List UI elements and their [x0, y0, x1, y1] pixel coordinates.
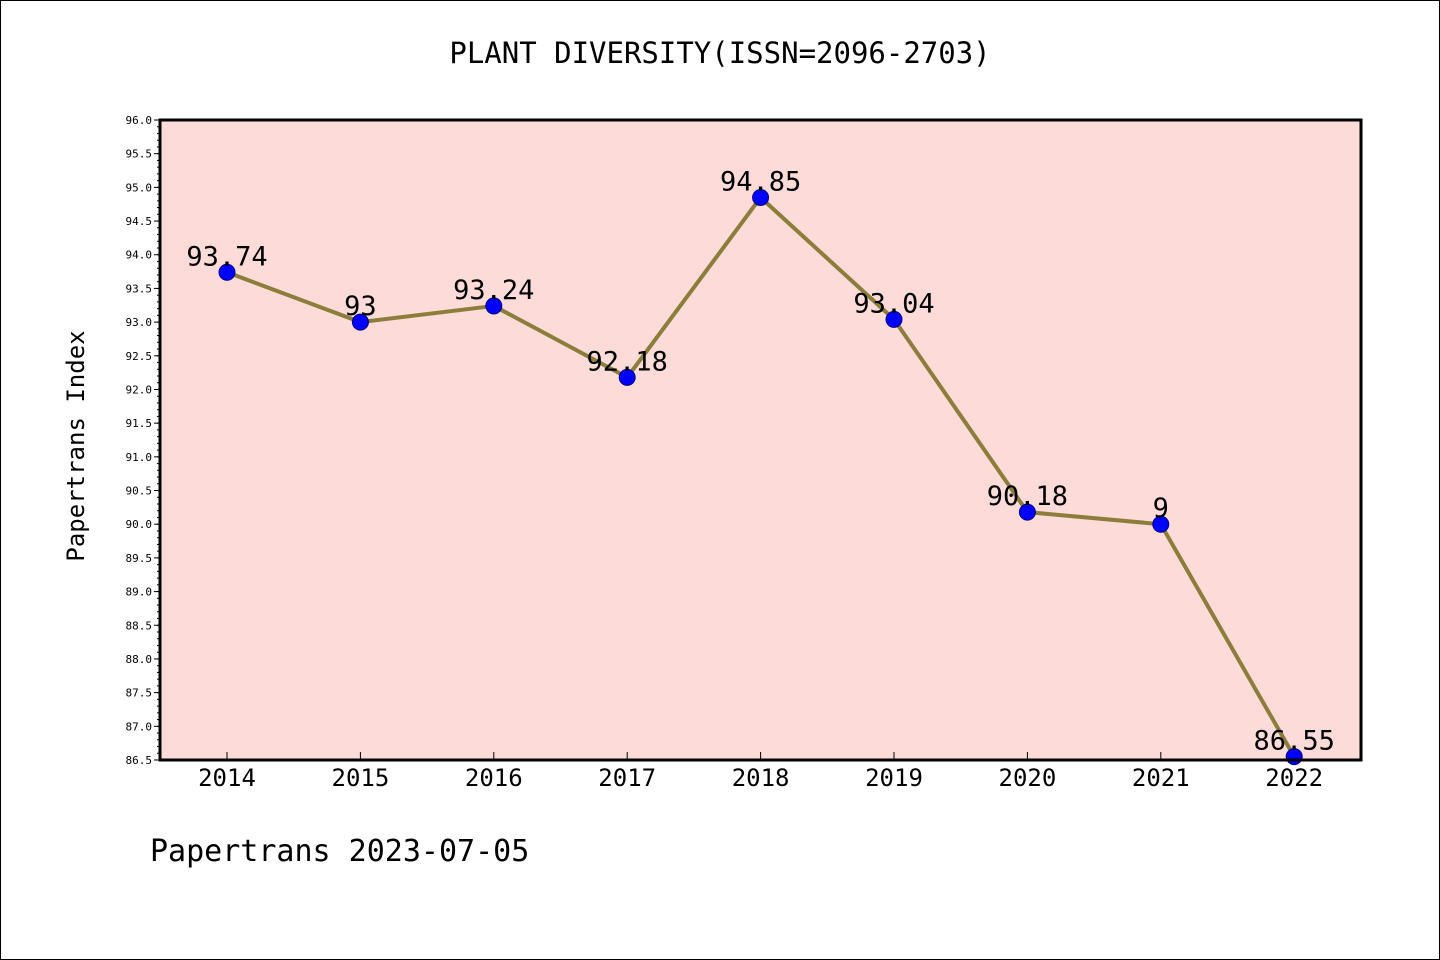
data-label: 93.24: [453, 275, 534, 306]
data-point: [1018, 503, 1036, 521]
data-point: [218, 263, 236, 281]
y-tick-label: 88.0: [126, 653, 153, 666]
data-labels: 93.74 93 93.24 92.18 94.85 93.04 90.18 9 86.55: [186, 166, 1334, 756]
y-tick-label: 90.5: [126, 485, 153, 498]
y-tick-label: 87.5: [126, 687, 153, 700]
data-point: [485, 297, 503, 315]
y-tick-label: 95.0: [126, 181, 153, 194]
plot-border: [158, 118, 1363, 762]
y-tick-label: 95.5: [126, 148, 153, 161]
y-axis: 86.5 87.0 87.5 88.0 88.5 89.0 89.5 90.0 90.5 91.0…: [126, 114, 160, 767]
y-tick-label: 89.0: [126, 586, 153, 599]
y-tick-label: 87.0: [126, 720, 153, 733]
x-tick-label: 2022: [1265, 764, 1323, 792]
x-tick-label: 2020: [999, 764, 1057, 792]
data-point: [1152, 515, 1170, 533]
data-label: 93: [344, 291, 377, 322]
plot-area: [160, 120, 1361, 760]
y-tick-label: 89.5: [126, 552, 153, 565]
y-tick-label: 91.0: [126, 451, 153, 464]
data-point: [752, 188, 770, 206]
x-tick-label: 2018: [732, 764, 790, 792]
data-label: 86.55: [1254, 726, 1335, 757]
data-label: 92.18: [587, 346, 668, 377]
x-tick-label: 2017: [598, 764, 656, 792]
x-tick-label: 2014: [198, 764, 256, 792]
x-tick-label: 2019: [865, 764, 923, 792]
y-tick-label: 91.5: [126, 417, 153, 430]
y-tick-label: 94.0: [126, 249, 153, 262]
data-label: 93.74: [186, 241, 267, 272]
data-label: 94.85: [720, 166, 801, 197]
y-tick-label: 90.0: [126, 518, 153, 531]
y-tick-label: 93.0: [126, 316, 153, 329]
data-label: 90.18: [987, 481, 1068, 512]
x-tick-label: 2015: [332, 764, 390, 792]
data-point: [885, 310, 903, 328]
y-tick-label: 88.5: [126, 619, 153, 632]
y-tick-label: 92.5: [126, 350, 153, 363]
y-tick-label: 86.5: [126, 754, 153, 767]
x-axis: 2014 2015 2016 2017 2018 2019 2020 2021 2022: [198, 752, 1323, 792]
x-tick-label: 2016: [465, 764, 523, 792]
data-label: 9: [1153, 493, 1169, 524]
y-tick-label: 96.0: [126, 114, 153, 127]
x-tick-label: 2021: [1132, 764, 1190, 792]
y-tick-label: 92.0: [126, 383, 153, 396]
y-tick-label: 93.5: [126, 282, 153, 295]
data-label: 93.04: [853, 288, 934, 319]
data-point: [618, 368, 636, 386]
y-tick-label: 94.5: [126, 215, 153, 228]
footer-text: Papertrans 2023-07-05: [150, 834, 530, 869]
data-point: [351, 313, 369, 331]
chart-title: PLANT DIVERSITY(ISSN=2096-2703): [449, 36, 991, 70]
